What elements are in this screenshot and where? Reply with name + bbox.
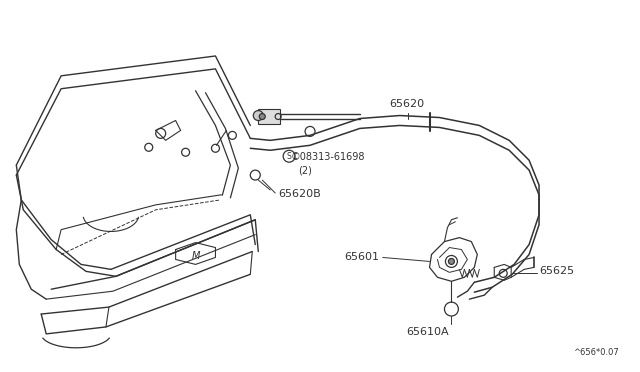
Circle shape [253, 110, 263, 121]
Text: 65620: 65620 [390, 99, 425, 109]
Circle shape [449, 259, 454, 264]
Text: S: S [287, 152, 291, 161]
Text: 65620B: 65620B [278, 189, 321, 199]
Text: M: M [191, 251, 200, 262]
Text: 65601: 65601 [345, 253, 380, 263]
Text: (2): (2) [298, 165, 312, 175]
Circle shape [259, 113, 265, 119]
Text: 65625: 65625 [539, 266, 574, 276]
Text: 65610A: 65610A [406, 327, 449, 337]
FancyBboxPatch shape [259, 109, 280, 125]
Text: ^656*0.07: ^656*0.07 [573, 348, 619, 357]
Text: ©08313-61698: ©08313-61698 [290, 152, 365, 162]
